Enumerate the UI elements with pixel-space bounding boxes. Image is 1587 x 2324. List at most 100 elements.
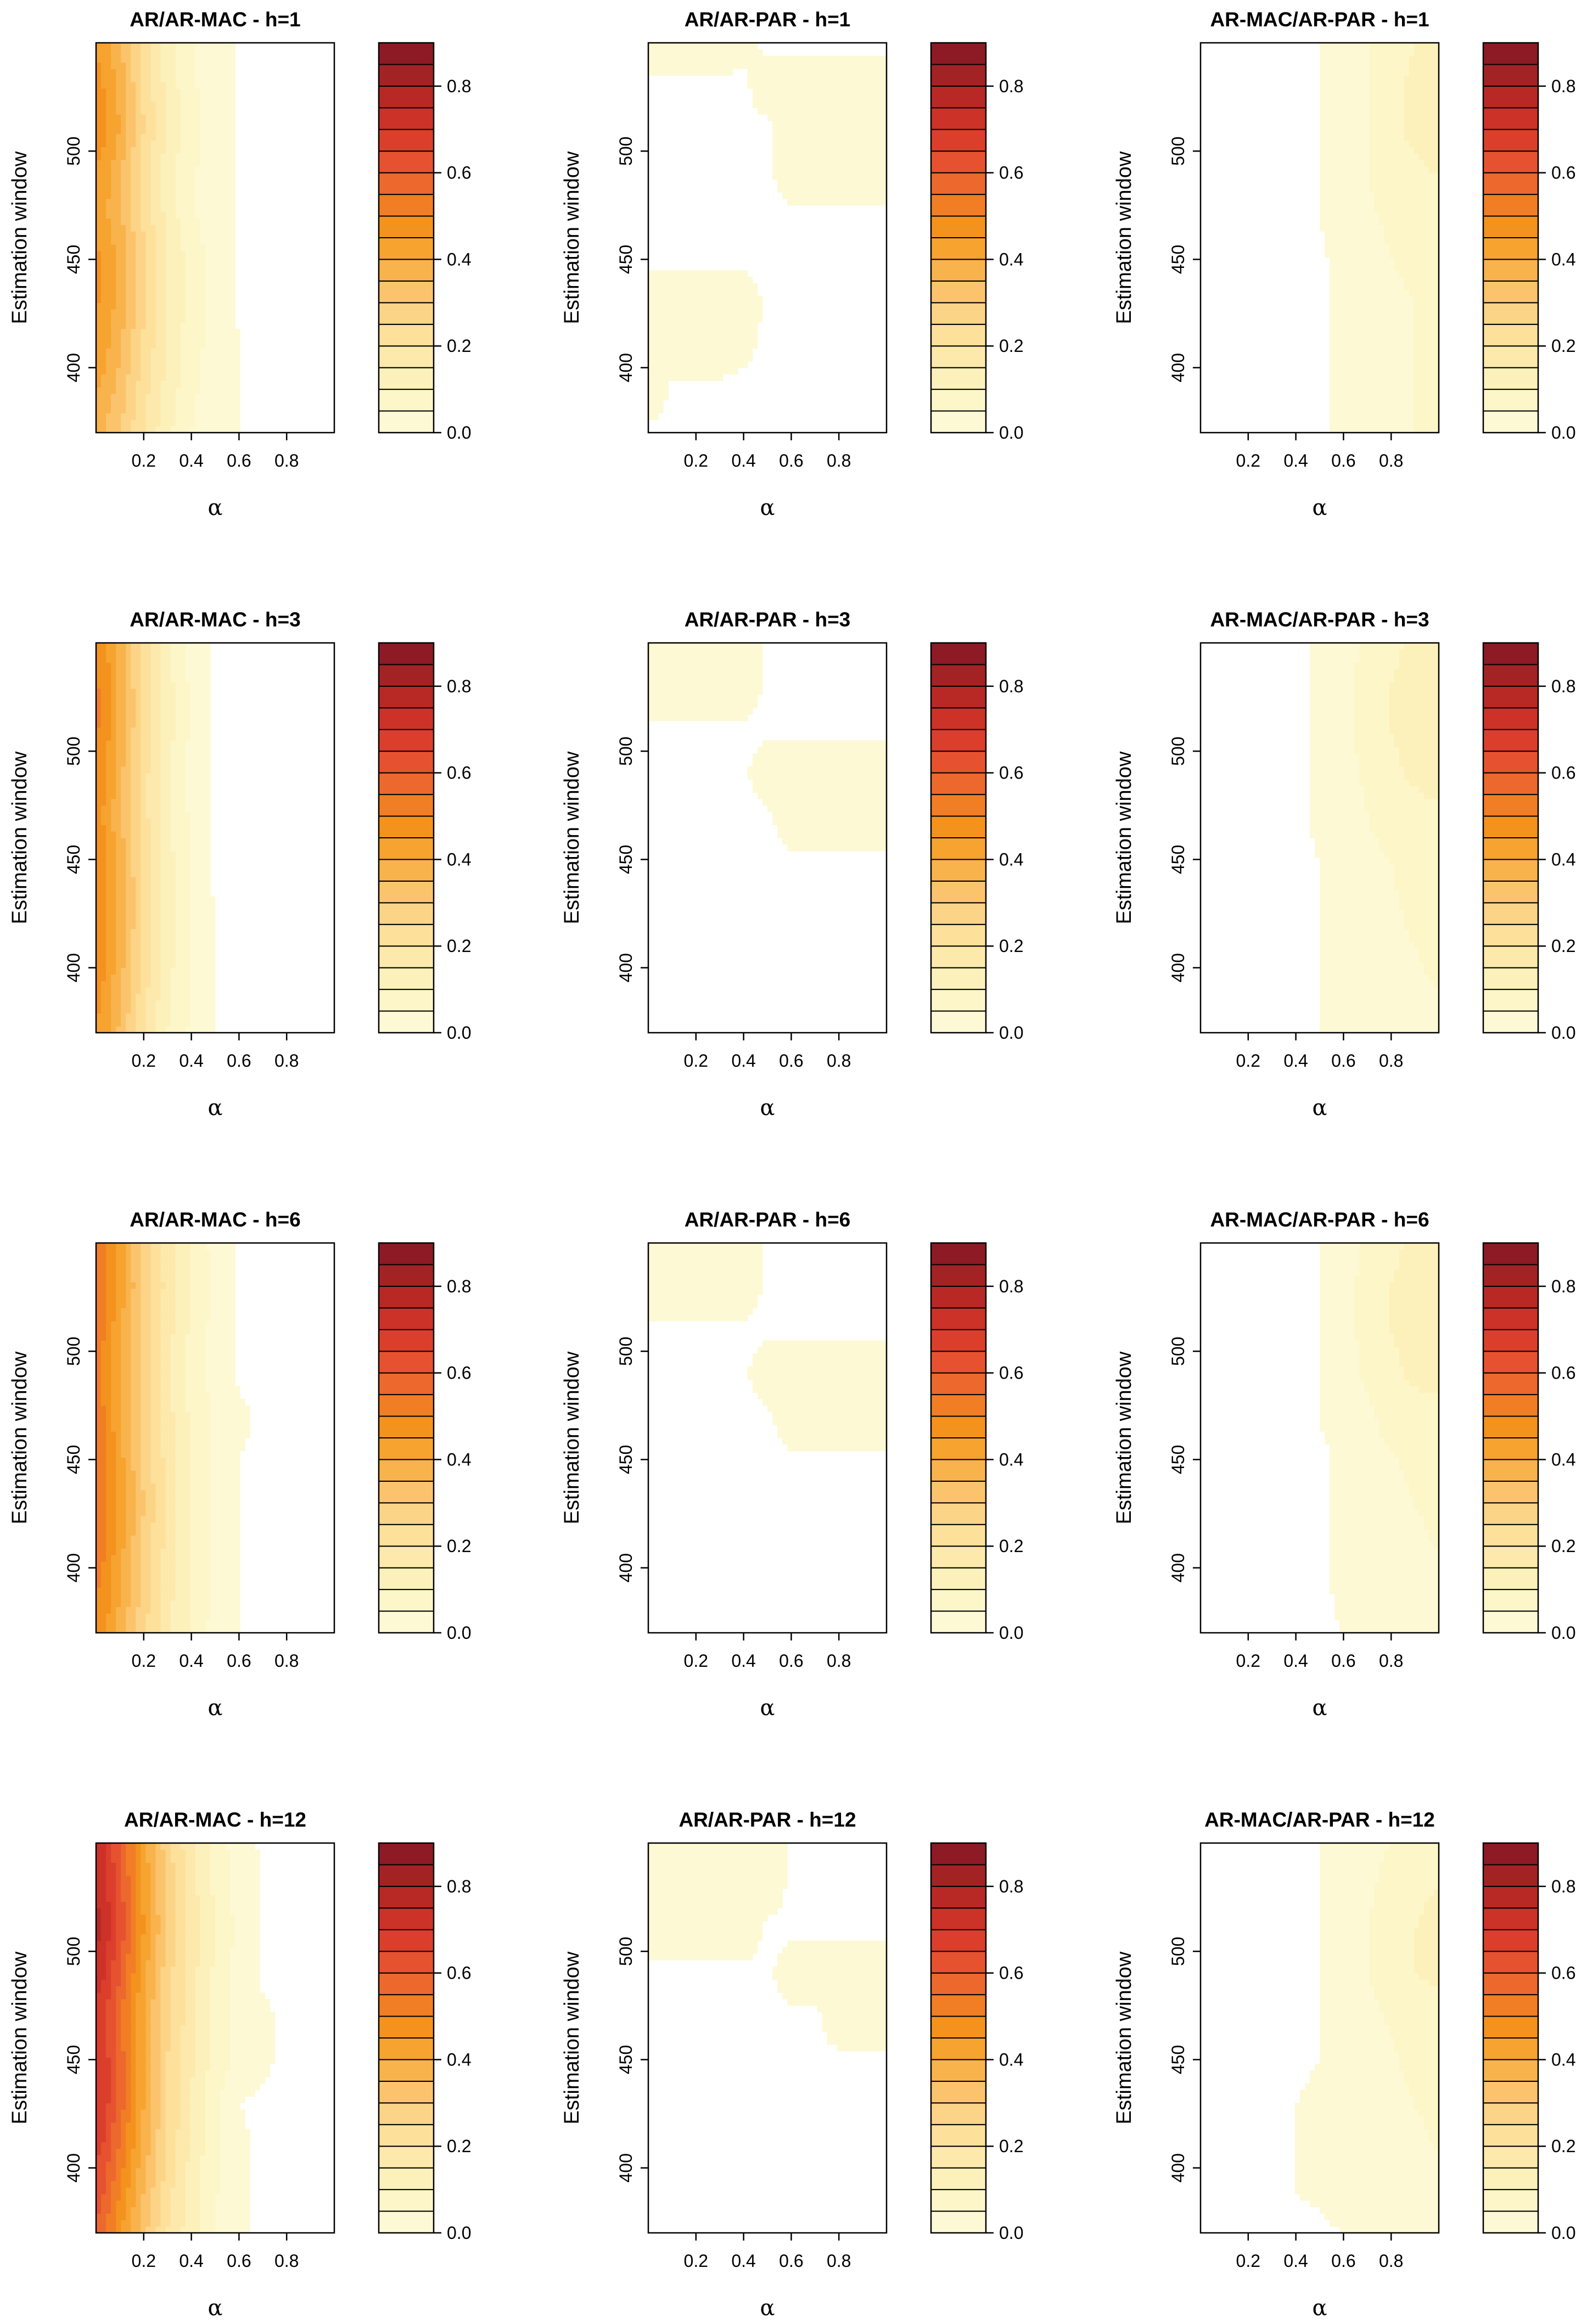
heatmap-cell (230, 172, 235, 180)
heatmap-cell (713, 374, 719, 381)
heatmap-cell (195, 406, 201, 414)
heatmap-cell (96, 1026, 102, 1033)
heatmap-cell (165, 49, 171, 57)
heatmap-cell (668, 316, 674, 323)
heatmap-cell (1344, 160, 1350, 167)
heatmap-cell (747, 283, 753, 290)
heatmap-cell (145, 916, 152, 923)
heatmap-cell (136, 1000, 141, 1007)
heatmap-cell (220, 147, 226, 154)
heatmap-cell (111, 426, 116, 433)
heatmap-cell (663, 374, 669, 381)
heatmap-cell (648, 289, 654, 297)
heatmap-cell (703, 341, 709, 349)
heatmap-cell (1359, 49, 1365, 57)
heatmap-cell (742, 361, 748, 368)
heatmap-cell (1339, 43, 1345, 50)
heatmap-cell (1404, 166, 1410, 173)
heatmap-cell (150, 114, 156, 121)
heatmap-cell (200, 55, 206, 63)
heatmap-cell (145, 140, 152, 147)
heatmap-cell (713, 361, 719, 368)
heatmap-cell (648, 322, 654, 329)
heatmap-cell (861, 82, 867, 89)
heatmap-cell (150, 981, 156, 988)
colorbar-swatch (1483, 259, 1539, 282)
heatmap-cell (155, 1026, 161, 1033)
heatmap-cell (111, 192, 116, 199)
heatmap-cell (861, 160, 867, 167)
heatmap-cell (688, 348, 693, 355)
heatmap-cell (145, 387, 152, 394)
heatmap-cell (126, 264, 131, 271)
heatmap-cell (812, 55, 818, 63)
heatmap-cell (1334, 160, 1340, 167)
heatmap-cell (121, 205, 126, 212)
heatmap-cell (1409, 277, 1415, 284)
heatmap-cell (732, 328, 738, 336)
heatmap-cell (101, 140, 106, 147)
heatmap-cell (230, 264, 235, 271)
heatmap-cell (131, 844, 136, 852)
heatmap-cell (1374, 43, 1380, 50)
heatmap-cell (121, 250, 126, 258)
heatmap-cell (1389, 199, 1395, 206)
heatmap-cell (101, 49, 106, 57)
heatmap-cell (1320, 43, 1325, 50)
heatmap-cell (175, 153, 181, 160)
heatmap-cell (160, 974, 166, 981)
heatmap-cell (175, 335, 181, 342)
heatmap-cell (111, 1013, 116, 1020)
heatmap-cell (96, 186, 102, 193)
heatmap-cell (777, 114, 783, 121)
heatmap-cell (111, 127, 116, 135)
heatmap-cell (116, 903, 121, 910)
heatmap-cell (111, 361, 116, 368)
heatmap-cell (777, 121, 783, 128)
heatmap-cell (1339, 114, 1345, 121)
heatmap-cell (160, 244, 166, 251)
heatmap-cell (1414, 62, 1420, 69)
heatmap-cell (205, 121, 211, 128)
panel-1: AR/AR-PAR - h=10.2 0.4 0.6 0.8α400450500Est… (560, 8, 1023, 520)
heatmap-cell (772, 69, 778, 76)
heatmap-cell (210, 62, 216, 69)
heatmap-cell (817, 147, 823, 154)
heatmap-cell (195, 361, 201, 368)
heatmap-cell (777, 153, 783, 160)
heatmap-cell (101, 199, 106, 206)
heatmap-cell (141, 1006, 147, 1014)
colorbar-swatch (378, 367, 434, 390)
heatmap-cell (131, 367, 136, 375)
heatmap-cell (1428, 153, 1434, 160)
heatmap-cell (180, 75, 186, 82)
heatmap-cell (170, 172, 176, 180)
heatmap-cell (762, 88, 768, 96)
heatmap-cell (215, 94, 221, 102)
heatmap-cell (663, 289, 669, 297)
heatmap-cell (180, 857, 186, 864)
heatmap-cell (145, 1006, 152, 1014)
heatmap-cell (1364, 244, 1370, 251)
colorbar-swatch (930, 389, 986, 412)
heatmap-cell (131, 994, 136, 1001)
heatmap-cell (1374, 250, 1380, 258)
heatmap-cell (200, 394, 206, 401)
heatmap-cell (150, 889, 156, 897)
heatmap-cell (210, 955, 216, 962)
heatmap-cell (832, 160, 838, 167)
heatmap-cell (150, 967, 156, 975)
heatmap-cell (230, 133, 235, 141)
heatmap-cell (101, 928, 106, 936)
y-tick-label: 450 (616, 245, 636, 274)
heatmap-cell (1399, 387, 1405, 394)
heatmap-cell (1409, 121, 1415, 128)
heatmap-cell (165, 877, 171, 884)
heatmap-cell (1433, 133, 1439, 141)
heatmap-cell (170, 62, 176, 69)
heatmap-cell (150, 935, 156, 942)
heatmap-cell (131, 426, 136, 433)
heatmap-cell (1344, 341, 1350, 349)
heatmap-cell (185, 335, 191, 342)
heatmap-cell (1334, 140, 1340, 147)
